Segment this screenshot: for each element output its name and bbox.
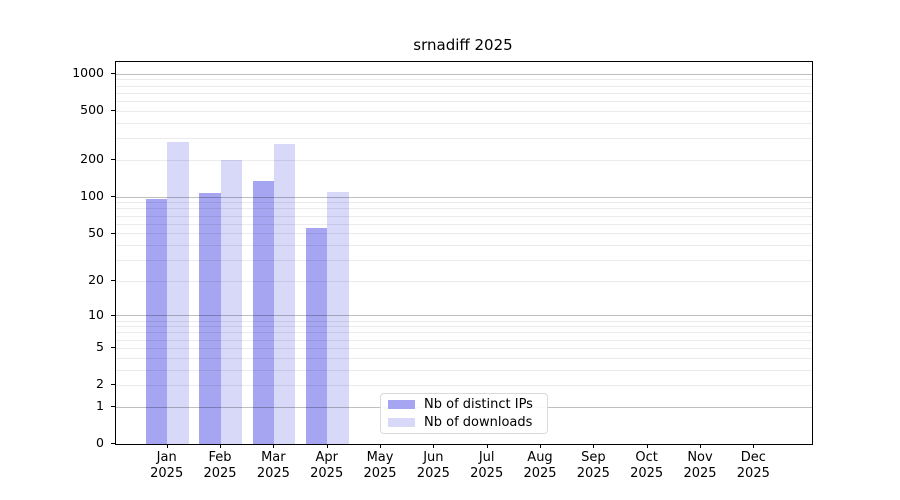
legend-swatch-downloads (388, 418, 415, 427)
minor-gridline (116, 101, 812, 103)
bar (274, 144, 296, 444)
legend-label-distinct-ips: Nb of distinct IPs (424, 397, 533, 412)
minor-gridline (116, 244, 812, 246)
minor-gridline (116, 110, 812, 112)
minor-gridline (116, 280, 812, 282)
bar (327, 191, 349, 444)
y-tick-label: 50 (88, 224, 104, 240)
x-tick (166, 444, 168, 449)
bar (220, 160, 243, 444)
y-tick-label: 1000 (72, 65, 104, 81)
x-tick-label: Jul 2025 (470, 450, 504, 482)
legend-label-downloads: Nb of downloads (424, 415, 533, 430)
y-tick (110, 280, 115, 282)
x-tick (540, 444, 541, 449)
minor-gridline (116, 223, 812, 225)
x-tick-label: Jan 2025 (150, 450, 184, 482)
minor-gridline (116, 233, 812, 235)
legend-entry-distinct-ips: Nb of distinct IPs (388, 397, 547, 412)
x-tick (273, 444, 275, 449)
chart-title: srnadiff 2025 (413, 36, 513, 54)
y-tick-label: 100 (80, 188, 104, 204)
minor-gridline (116, 384, 812, 386)
bar (306, 227, 328, 444)
y-tick (110, 443, 115, 445)
x-tick (700, 444, 701, 449)
minor-gridline (116, 259, 812, 261)
major-gridline (116, 73, 812, 75)
y-tick (110, 384, 115, 386)
major-gridline (116, 315, 812, 317)
y-tick (110, 347, 115, 349)
x-tick-label: Apr 2025 (310, 450, 344, 482)
x-tick (433, 444, 435, 449)
bar (146, 199, 168, 444)
minor-gridline (116, 215, 812, 217)
y-tick (110, 73, 115, 75)
plot-area: Nb of distinct IPs Nb of downloads (115, 61, 813, 445)
y-tick-label: 0 (96, 435, 104, 451)
x-tick-label: Mar 2025 (256, 450, 290, 482)
minor-gridline (116, 369, 812, 371)
x-tick-label: Sep 2025 (576, 450, 610, 482)
minor-gridline (116, 138, 812, 140)
y-tick-label: 5 (96, 339, 104, 355)
minor-gridline (116, 357, 812, 359)
x-tick (380, 444, 382, 449)
minor-gridline (116, 202, 812, 204)
y-tick-label: 2 (96, 376, 104, 392)
bar (199, 193, 221, 444)
x-tick (220, 444, 222, 449)
legend-entry-downloads: Nb of downloads (388, 415, 547, 430)
minor-gridline (116, 339, 812, 341)
x-tick (326, 444, 328, 449)
y-tick (110, 406, 115, 408)
x-tick-label: Jun 2025 (416, 450, 450, 482)
bar (252, 180, 275, 444)
x-tick-label: Nov 2025 (683, 450, 717, 482)
y-tick-label: 500 (80, 102, 104, 118)
legend: Nb of distinct IPs Nb of downloads (380, 393, 548, 434)
minor-gridline (116, 85, 812, 87)
bar (167, 142, 189, 444)
y-tick (110, 159, 115, 161)
y-tick (110, 232, 115, 234)
x-tick-label: Feb 2025 (203, 450, 237, 482)
y-tick (110, 110, 115, 112)
x-tick (646, 444, 648, 449)
y-tick-label: 200 (80, 151, 104, 167)
x-tick (593, 444, 595, 449)
x-tick-label: Dec 2025 (736, 450, 770, 482)
x-tick-label: Oct 2025 (630, 450, 664, 482)
major-gridline (116, 196, 812, 198)
minor-gridline (116, 79, 812, 81)
minor-gridline (116, 159, 812, 161)
y-tick-label: 1 (96, 398, 104, 414)
x-tick-label: Aug 2025 (523, 450, 557, 482)
y-tick-label: 20 (88, 272, 104, 288)
x-tick (753, 444, 755, 449)
y-tick (110, 314, 115, 316)
x-tick (486, 444, 488, 449)
minor-gridline (116, 122, 812, 124)
minor-gridline (116, 320, 812, 322)
minor-gridline (116, 92, 812, 94)
minor-gridline (116, 208, 812, 210)
y-tick-label: 10 (88, 306, 104, 322)
y-tick (110, 196, 115, 198)
minor-gridline (116, 326, 812, 328)
x-tick-label: May 2025 (363, 450, 397, 482)
legend-swatch-distinct-ips (388, 400, 415, 409)
minor-gridline (116, 332, 812, 334)
minor-gridline (116, 347, 812, 349)
